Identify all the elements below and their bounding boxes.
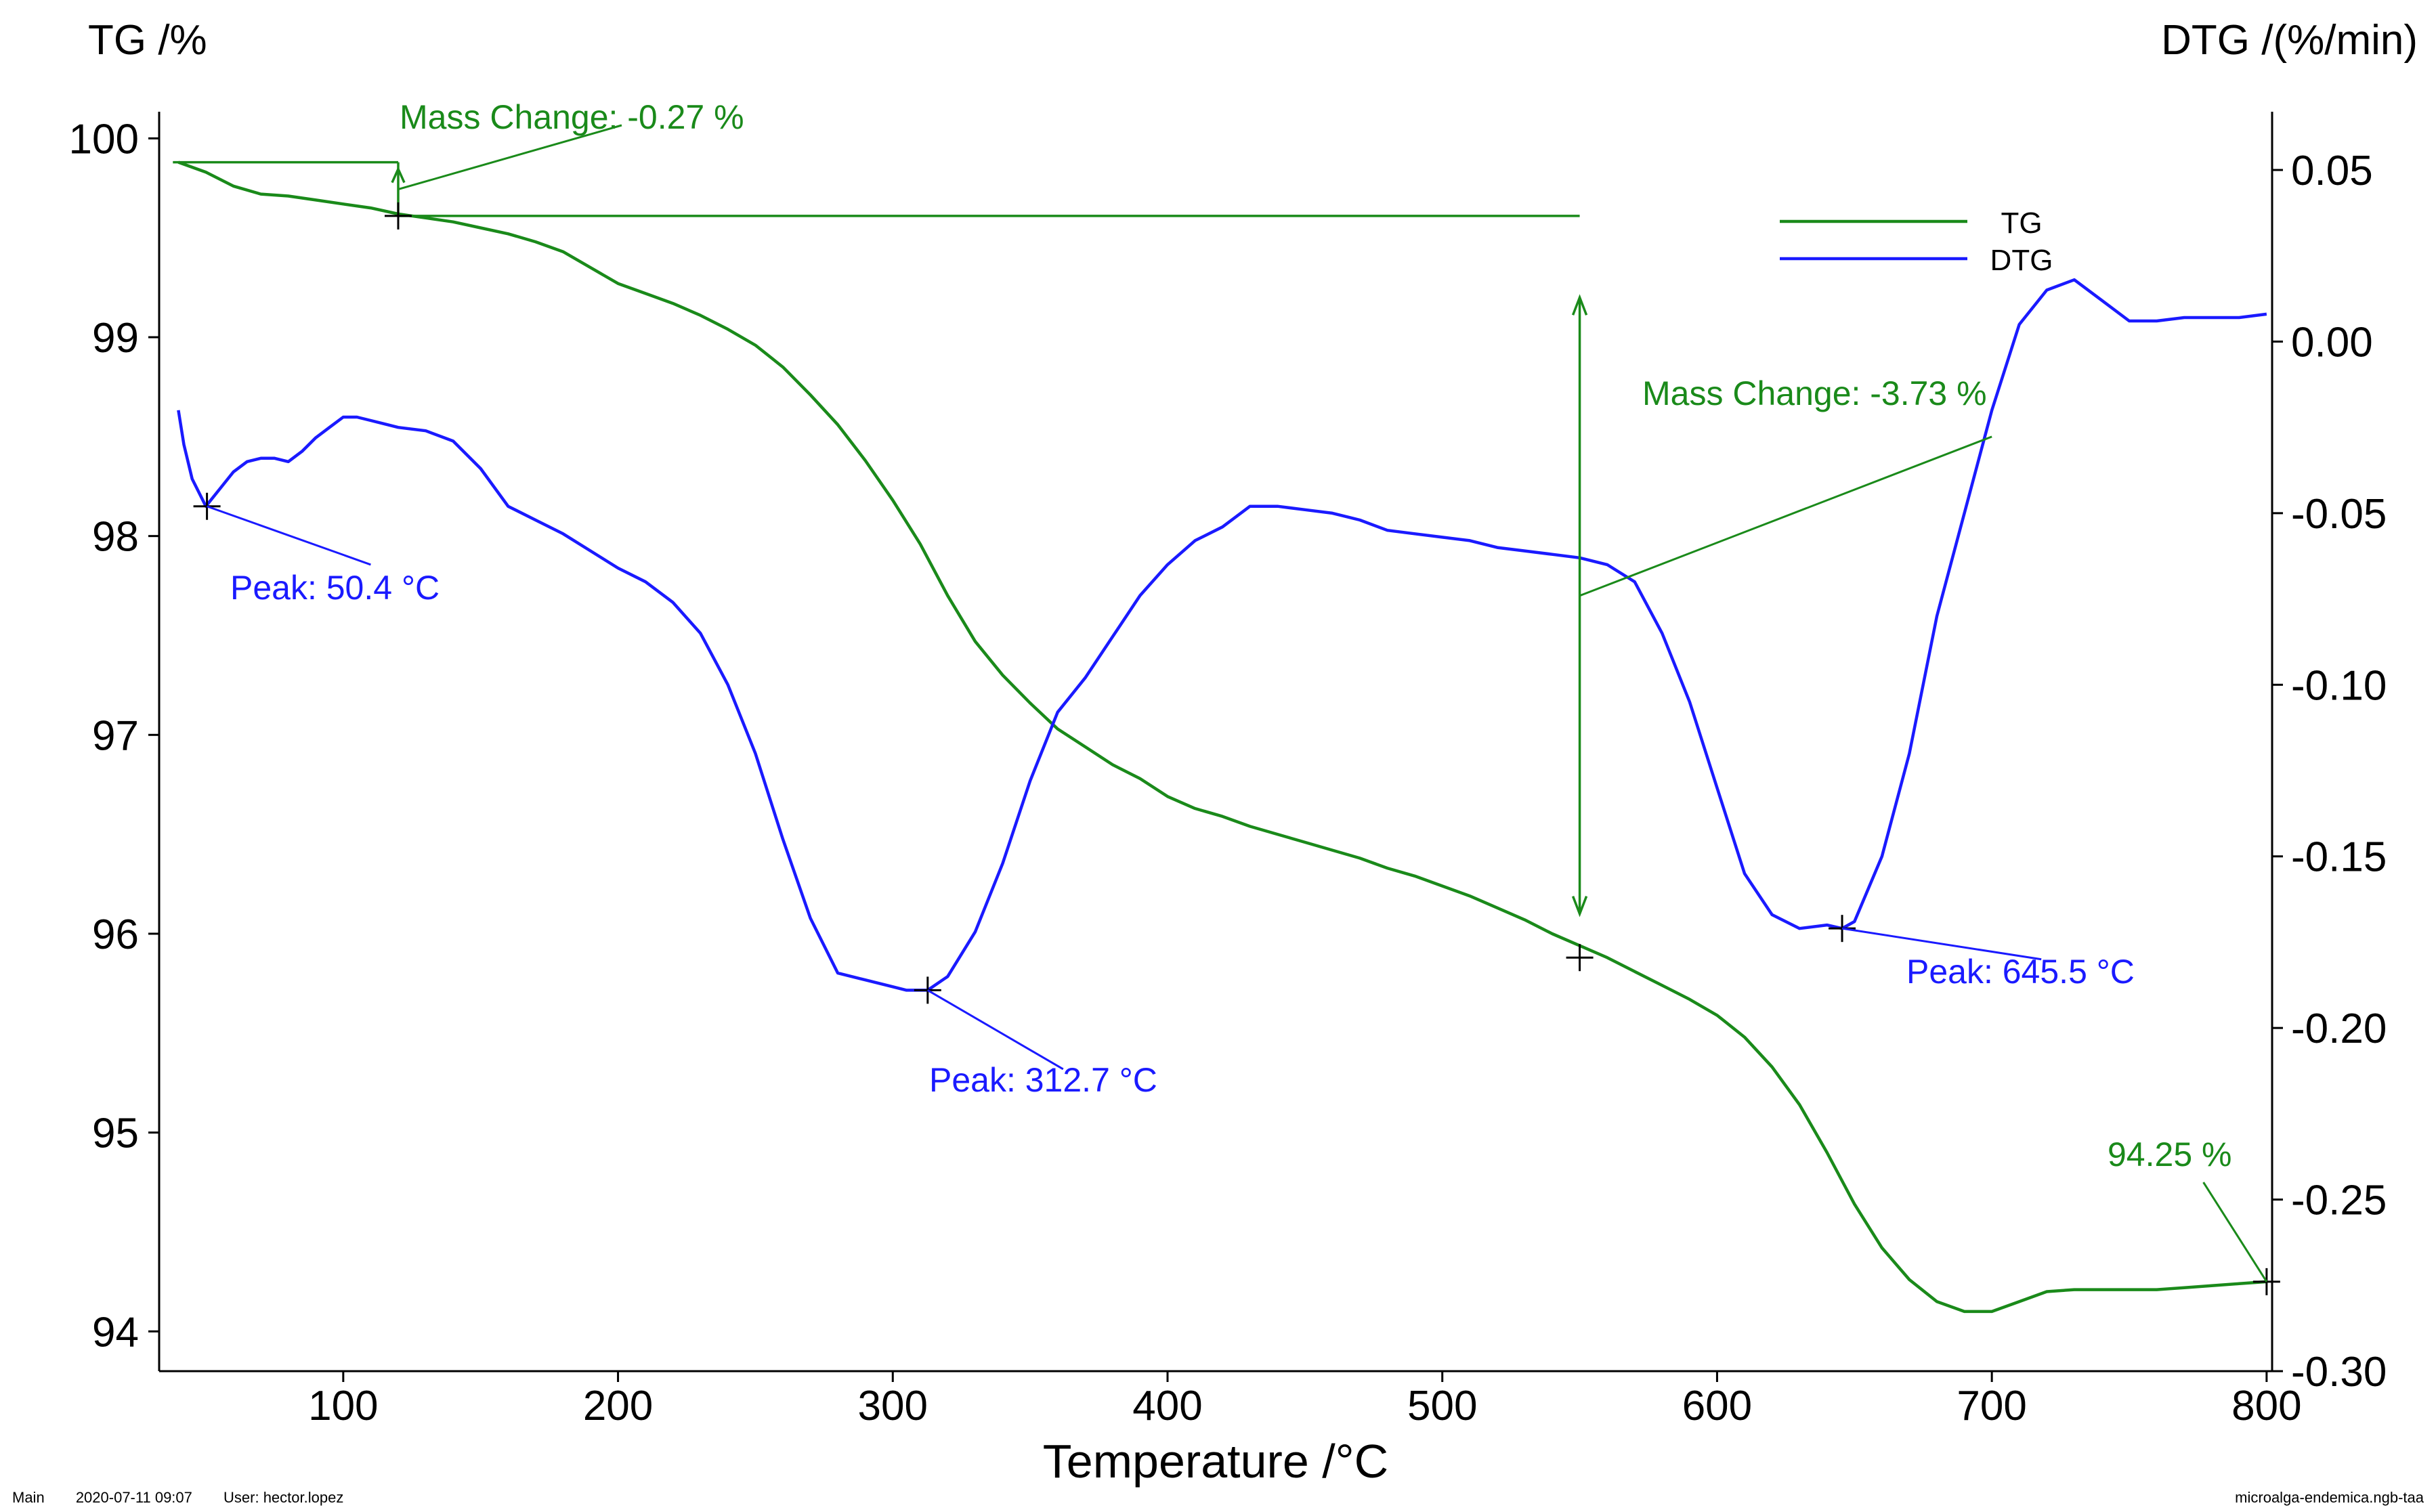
y-left-tick-label: 100 <box>69 116 139 163</box>
legend-dtg-label: DTG <box>1990 244 2053 277</box>
series-tg-line <box>177 160 2267 1314</box>
mass-change-1-arrowhead <box>391 166 406 183</box>
mass-change-1-label: Mass Change: -0.27 % <box>400 98 744 136</box>
y-right-tick-label: -0.10 <box>2291 662 2387 709</box>
peak-3-leader <box>1841 927 2042 961</box>
footer-left: Main 2020-07-11 09:07 User: hector.lopez <box>12 1489 370 1507</box>
mass-change-2-label: Mass Change: -3.73 % <box>1642 374 1987 412</box>
x-tick-label: 600 <box>1682 1383 1752 1429</box>
axes: 100 200 300 400 500 600 700 800 94 95 96 97 98 99 100 0… <box>69 17 2418 1488</box>
series-dtg-line <box>177 278 2267 992</box>
mass-change-2-arrowhead-bottom <box>1571 895 1588 917</box>
annotations-layer: Mass Change: -0.27 % Mass Change: -3.73 %… <box>173 98 2280 1295</box>
series-layer <box>177 160 2267 1314</box>
y-right-tick-label: -0.15 <box>2291 834 2387 881</box>
y-left-tick-label: 95 <box>92 1110 139 1157</box>
y-left-tick-label: 99 <box>92 315 139 362</box>
footer-timestamp: 2020-07-11 09:07 <box>75 1489 192 1506</box>
footer-user: User: hector.lopez <box>223 1489 344 1506</box>
y-left-tick-label: 94 <box>92 1309 139 1356</box>
x-tick-label: 100 <box>308 1383 378 1429</box>
mass-change-2-leader <box>1579 435 1992 597</box>
peak-2-label: Peak: 312.7 °C <box>929 1061 1157 1099</box>
peak-1-label: Peak: 50.4 °C <box>230 569 440 607</box>
y-left-tick-label: 98 <box>92 514 139 561</box>
x-tick-label: 400 <box>1132 1383 1202 1429</box>
x-axis-title: Temperature /°C <box>1043 1435 1388 1488</box>
mass-change-1-leader <box>398 124 622 191</box>
y-left-tick-label: 97 <box>92 712 139 759</box>
x-tick-label: 300 <box>858 1383 928 1429</box>
x-tick-label: 700 <box>1957 1383 2026 1429</box>
peak-2-leader <box>927 989 1064 1071</box>
peak-3-label: Peak: 645.5 °C <box>1906 953 2135 991</box>
footer-module: Main <box>12 1489 45 1506</box>
legend-tg-label: TG <box>2001 207 2042 240</box>
y-left-axis-title: TG /% <box>88 17 207 64</box>
mass-change-2-arrowhead-top <box>1571 294 1588 316</box>
y-right-tick-label: -0.30 <box>2291 1349 2387 1396</box>
y-right-tick-label: 0.00 <box>2291 319 2373 366</box>
peak-1-leader <box>207 505 371 566</box>
final-mass-leader <box>2202 1182 2268 1282</box>
x-tick-label: 500 <box>1407 1383 1477 1429</box>
y-right-tick-label: -0.25 <box>2291 1178 2387 1224</box>
legend: TG DTG <box>1780 207 2053 277</box>
y-right-tick-label: -0.05 <box>2291 491 2387 538</box>
x-tick-label: 800 <box>2231 1383 2301 1429</box>
y-right-tick-label: 0.05 <box>2291 148 2373 194</box>
y-left-tick-label: 96 <box>92 911 139 958</box>
x-tick-label: 200 <box>583 1383 653 1429</box>
footer-filename: microalga-endemica.ngb-taa <box>2235 1489 2424 1506</box>
y-right-axis-title: DTG /(%/min) <box>2161 17 2418 64</box>
y-right-tick-label: -0.20 <box>2291 1006 2387 1052</box>
final-mass-label: 94.25 % <box>2108 1136 2231 1173</box>
